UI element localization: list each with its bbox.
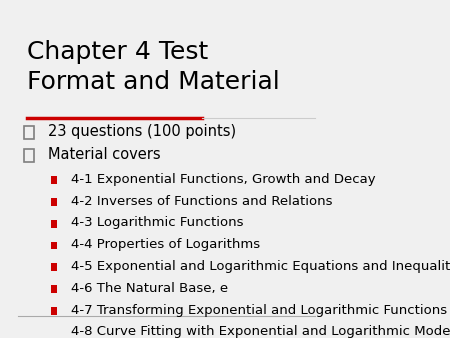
- Text: 4-5 Exponential and Logarithmic Equations and Inequalities: 4-5 Exponential and Logarithmic Equation…: [71, 260, 450, 273]
- Text: 4-8 Curve Fitting with Exponential and Logarithmic Models: 4-8 Curve Fitting with Exponential and L…: [71, 325, 450, 338]
- Bar: [24, 149, 34, 162]
- Bar: [24, 126, 34, 139]
- Text: 4-3 Logarithmic Functions: 4-3 Logarithmic Functions: [71, 216, 243, 230]
- Bar: [51, 220, 58, 227]
- Text: 4-2 Inverses of Functions and Relations: 4-2 Inverses of Functions and Relations: [71, 195, 332, 208]
- Bar: [51, 176, 58, 184]
- Bar: [51, 329, 58, 337]
- Text: 4-4 Properties of Logarithms: 4-4 Properties of Logarithms: [71, 238, 260, 251]
- Text: Chapter 4 Test
Format and Material: Chapter 4 Test Format and Material: [27, 40, 280, 94]
- Bar: [51, 242, 58, 249]
- Bar: [51, 263, 58, 271]
- Text: 4-6 The Natural Base, e: 4-6 The Natural Base, e: [71, 282, 228, 295]
- Text: 23 questions (100 points): 23 questions (100 points): [48, 124, 236, 139]
- Text: Material covers: Material covers: [48, 147, 161, 162]
- Bar: [51, 307, 58, 315]
- Text: 4-1 Exponential Functions, Growth and Decay: 4-1 Exponential Functions, Growth and De…: [71, 173, 375, 186]
- Bar: [51, 198, 58, 206]
- Text: 4-7 Transforming Exponential and Logarithmic Functions: 4-7 Transforming Exponential and Logarit…: [71, 304, 447, 317]
- Bar: [51, 285, 58, 293]
